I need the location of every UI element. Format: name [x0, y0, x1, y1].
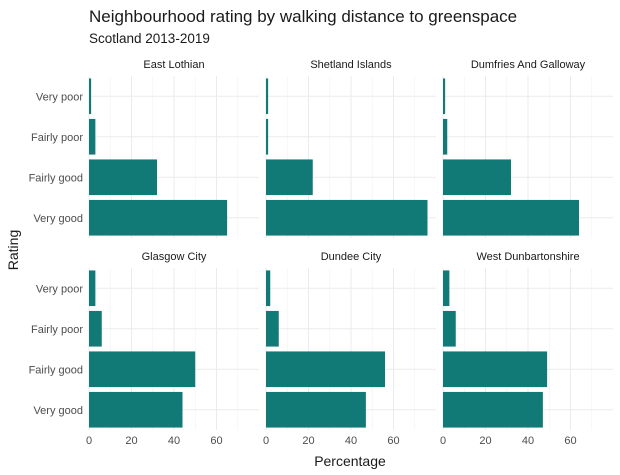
facet-panel: Dumfries And Galloway	[442, 59, 613, 238]
facet-label: Dundee City	[321, 251, 382, 263]
y-tick-label: Very good	[33, 213, 83, 225]
bar	[443, 270, 450, 307]
facet-panel: Glasgow City Very poor Fairly poor Fairly g…	[29, 251, 259, 447]
x-tick-label: 20	[479, 435, 491, 447]
facet-label: Glasgow City	[142, 251, 207, 263]
y-tick-label: Fairly good	[29, 364, 83, 376]
y-tick-label: Fairly poor	[31, 324, 83, 336]
facet-panel: East Lothian Very poor Fairly poor Fairly g…	[29, 59, 259, 238]
bar	[443, 391, 543, 428]
x-tick-label: 60	[387, 435, 399, 447]
bar	[89, 118, 96, 155]
chart-subtitle: Scotland 2013-2019	[89, 31, 210, 46]
x-tick-label: 60	[564, 435, 576, 447]
bar	[266, 351, 385, 388]
facet-label: Dumfries And Galloway	[471, 59, 586, 71]
bar	[266, 270, 271, 307]
facet-panels: East Lothian Very poor Fairly poor Fairly g…	[29, 59, 613, 447]
bar	[266, 199, 428, 236]
bar	[266, 118, 269, 155]
y-tick-label: Fairly good	[29, 172, 83, 184]
bar	[443, 78, 446, 115]
y-axis-title: Rating	[5, 230, 21, 270]
x-axis-title: Percentage	[314, 453, 386, 469]
x-tick-label: 20	[302, 435, 314, 447]
y-tick-label: Very poor	[36, 91, 83, 103]
x-tick-label: 40	[522, 435, 534, 447]
bar	[443, 118, 448, 155]
bar	[443, 159, 511, 196]
x-tick-label: 60	[210, 435, 222, 447]
bar	[89, 310, 102, 347]
bar	[266, 391, 366, 428]
bar	[443, 351, 548, 388]
y-tick-label: Fairly poor	[31, 132, 83, 144]
bar	[266, 310, 279, 347]
bar	[89, 270, 96, 307]
facet-label: West Dunbartonshire	[476, 251, 579, 263]
bar	[89, 78, 92, 115]
bar	[89, 351, 196, 388]
bar	[443, 199, 579, 236]
x-tick-label: 0	[440, 435, 446, 447]
x-tick-label: 0	[86, 435, 92, 447]
bar	[266, 159, 313, 196]
chart-title: Neighbourhood rating by walking distance…	[89, 7, 517, 26]
facet-panel: Dundee City 0 20 40 60	[263, 251, 436, 447]
y-tick-label: Very poor	[36, 283, 83, 295]
bar	[443, 310, 456, 347]
bar	[89, 391, 183, 428]
bar	[89, 159, 157, 196]
bar	[266, 78, 269, 115]
x-tick-label: 0	[263, 435, 269, 447]
x-tick-label: 40	[345, 435, 357, 447]
facet-panel: Shetland Islands	[265, 59, 436, 238]
bar	[89, 199, 228, 236]
facet-panel: West Dunbartonshire 0 20 40 60	[440, 251, 613, 447]
y-tick-label: Very good	[33, 405, 83, 417]
x-tick-label: 20	[125, 435, 137, 447]
facet-label: Shetland Islands	[310, 59, 392, 71]
facet-label: East Lothian	[143, 59, 204, 71]
x-tick-label: 40	[168, 435, 180, 447]
